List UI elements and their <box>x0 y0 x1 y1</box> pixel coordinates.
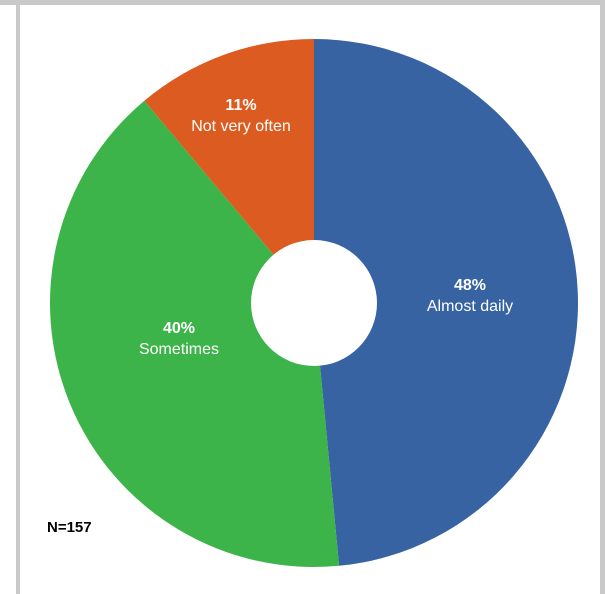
frame-left-border <box>16 0 20 594</box>
donut-hole <box>251 240 377 366</box>
slice-not-very-often <box>144 39 314 303</box>
chart-slices <box>50 39 579 567</box>
slice-category-label: Almost daily <box>427 298 513 315</box>
slice-category-label: Sometimes <box>139 341 219 358</box>
slice-percent-label: 40% <box>163 320 195 337</box>
chart-slice-labels: 48% Almost daily 40% Sometimes 11% Not very o… <box>139 97 513 358</box>
slice-category-label: Not very often <box>191 118 291 135</box>
slice-almost-daily <box>314 39 579 566</box>
frame-right-border <box>600 0 605 594</box>
slice-percent-label: 48% <box>454 277 486 294</box>
slice-sometimes <box>50 100 340 567</box>
sample-size-note: N=157 <box>47 519 92 536</box>
frame-top-border <box>0 0 605 5</box>
slice-percent-label: 11% <box>225 97 256 114</box>
